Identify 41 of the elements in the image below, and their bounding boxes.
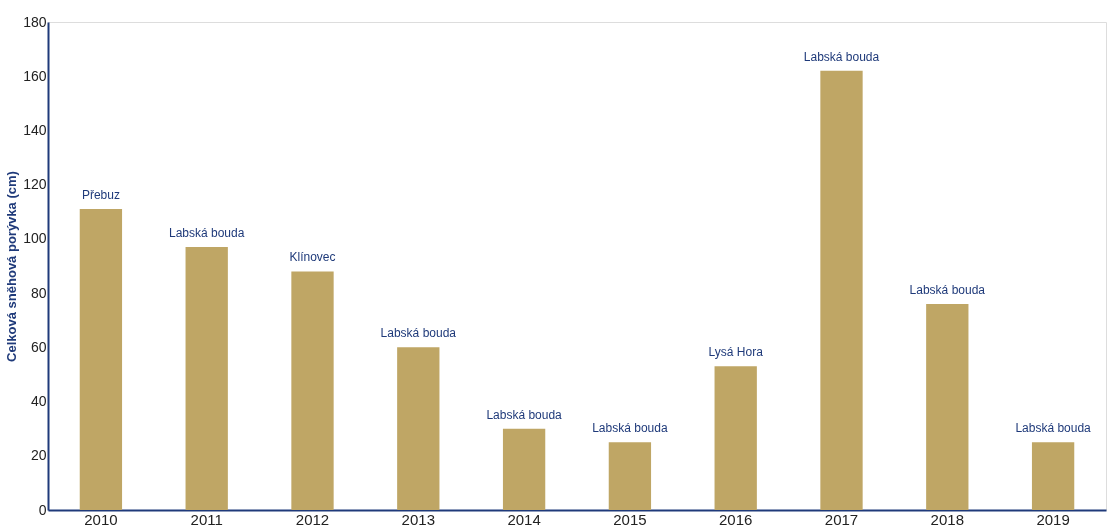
annotation: Labská bouda xyxy=(909,282,986,297)
x-tick-label: 2016 xyxy=(719,510,753,528)
y-tick-label: 40 xyxy=(30,393,47,410)
bar xyxy=(185,247,228,510)
x-tick-label: 2017 xyxy=(824,510,859,528)
y-tick-label: 80 xyxy=(30,284,47,301)
annotation: Labská bouda xyxy=(592,421,668,436)
x-tick-label: 2010 xyxy=(84,510,118,528)
x-tick-label: 2011 xyxy=(190,510,223,528)
bar xyxy=(820,70,863,510)
x-tick-label: 2014 xyxy=(507,510,541,528)
annotation: Labská bouda xyxy=(803,49,880,64)
bar xyxy=(608,442,652,510)
annotation: Labská bouda xyxy=(380,326,457,341)
x-tick-label: 2012 xyxy=(295,510,330,528)
y-axis-title: Celková sněhová porývka (cm) xyxy=(4,171,20,362)
y-tick-label: 180 xyxy=(23,13,47,30)
y-tick-label: 120 xyxy=(23,176,47,193)
bar xyxy=(502,428,546,510)
annotation: Lysá Hora xyxy=(708,345,764,360)
annotation: Labská bouda xyxy=(1015,421,1092,436)
annotation: Labská bouda xyxy=(486,407,563,422)
y-tick-label: 100 xyxy=(23,230,47,247)
y-tick-label: 60 xyxy=(30,338,47,355)
y-tick-label: 0 xyxy=(38,501,47,518)
bar xyxy=(291,271,334,510)
y-tick-label: 20 xyxy=(30,447,47,464)
annotation: Přebuz xyxy=(81,188,120,203)
x-tick-label: 2018 xyxy=(930,510,964,528)
x-tick-label: 2019 xyxy=(1036,510,1070,528)
y-tick-label: 140 xyxy=(23,121,47,138)
bar xyxy=(1031,442,1075,510)
bar xyxy=(79,209,123,510)
bar xyxy=(926,303,969,510)
x-tick-label: 2013 xyxy=(401,510,435,528)
bar xyxy=(397,347,440,510)
annotation: Klínovec xyxy=(289,250,336,265)
annotation: Labská bouda xyxy=(169,226,245,241)
x-tick-label: 2015 xyxy=(613,510,647,528)
y-tick-label: 160 xyxy=(23,67,47,84)
bar xyxy=(714,366,757,510)
